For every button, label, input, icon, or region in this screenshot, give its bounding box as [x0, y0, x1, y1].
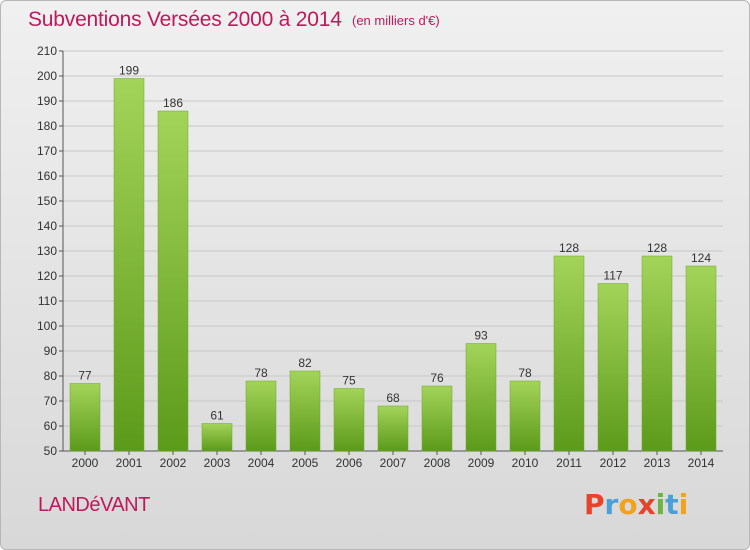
y-tick-label: 140: [37, 219, 57, 233]
y-tick-label: 190: [37, 94, 57, 108]
y-tick-label: 90: [44, 344, 58, 358]
value-label: 93: [474, 329, 488, 343]
value-labels: 77 199 186 61 78 82 75 68 76 93 78 128 117 128 124: [78, 64, 711, 423]
unit-label: (en milliers d'€): [352, 13, 440, 28]
value-label: 76: [430, 371, 444, 385]
value-label: 68: [386, 391, 400, 405]
y-tick-label: 100: [37, 319, 57, 333]
x-tick-label: 2011: [556, 456, 582, 470]
x-tick-label: 2010: [512, 456, 539, 470]
chart-title: Subventions Versées 2000 à 2014: [28, 8, 342, 31]
x-tick-label: 2002: [160, 456, 187, 470]
bar: [597, 283, 629, 452]
x-tick-label: 2008: [424, 456, 451, 470]
logo-letter: i: [678, 488, 689, 521]
x-tick-label: 2013: [644, 456, 671, 470]
bar: [333, 388, 365, 452]
y-tick-label: 200: [37, 69, 57, 83]
value-label: 128: [647, 241, 667, 255]
value-label: 78: [254, 366, 268, 380]
bar: [509, 380, 541, 452]
y-tick-label: 150: [37, 194, 57, 208]
logo-letter: i: [655, 488, 666, 521]
value-label: 61: [210, 409, 224, 423]
y-tick-label: 210: [37, 44, 57, 58]
bar: [465, 343, 497, 452]
bar: [289, 370, 321, 452]
value-label: 128: [559, 241, 579, 255]
value-label: 78: [518, 366, 532, 380]
bar: [377, 405, 409, 452]
x-tick-label: 2007: [380, 456, 407, 470]
x-tick-label: 2012: [600, 456, 627, 470]
y-tick-label: 130: [37, 244, 57, 258]
bar: [641, 255, 673, 452]
value-label: 82: [298, 356, 312, 370]
x-tick-label: 2000: [72, 456, 99, 470]
value-label: 186: [163, 96, 183, 110]
y-tick-label: 110: [38, 294, 57, 308]
bar: [245, 380, 277, 452]
x-tick-label: 2014: [688, 456, 715, 470]
x-tick-label: 2005: [292, 456, 319, 470]
value-label: 77: [78, 369, 92, 383]
commune-name: LANDéVANT: [38, 494, 150, 516]
y-tick-labels: 50 60 70 80 90 100 110 120 130 140 150 160 170 180 190…: [37, 44, 57, 458]
logo-letter: o: [618, 488, 638, 521]
y-tick-label: 180: [37, 119, 57, 133]
y-tick-label: 70: [44, 394, 58, 408]
x-tick-label: 2003: [204, 456, 231, 470]
bar: [201, 423, 233, 452]
y-tick-label: 120: [37, 269, 57, 283]
bar: [69, 383, 101, 452]
proxiti-logo[interactable]: Proxiti: [584, 488, 688, 521]
logo-letter: r: [604, 488, 619, 521]
x-tick-label: 2006: [336, 456, 363, 470]
y-tick-label: 160: [37, 169, 57, 183]
bar: [553, 255, 585, 452]
logo-letter: t: [665, 488, 679, 521]
x-tick-label: 2001: [116, 456, 143, 470]
x-tick-labels: 2000 2001 2002 2003 2004 2005 2006 2007 2008 2009…: [72, 456, 715, 470]
logo-letter: x: [637, 488, 656, 521]
value-label: 75: [342, 374, 356, 388]
bar: [685, 265, 717, 452]
value-label: 199: [119, 64, 139, 78]
bar: [421, 385, 453, 452]
x-tick-label: 2009: [468, 456, 495, 470]
y-tick-label: 60: [44, 419, 58, 433]
value-label: 117: [603, 269, 622, 283]
y-tick-label: 80: [44, 369, 58, 383]
value-label: 124: [691, 251, 711, 265]
bar: [113, 78, 145, 452]
logo-letter: P: [584, 488, 605, 521]
bar: [157, 110, 189, 452]
x-tick-label: 2004: [248, 456, 275, 470]
bars: [69, 78, 717, 452]
y-tick-label: 170: [37, 144, 57, 158]
y-tick-label: 50: [44, 444, 58, 458]
